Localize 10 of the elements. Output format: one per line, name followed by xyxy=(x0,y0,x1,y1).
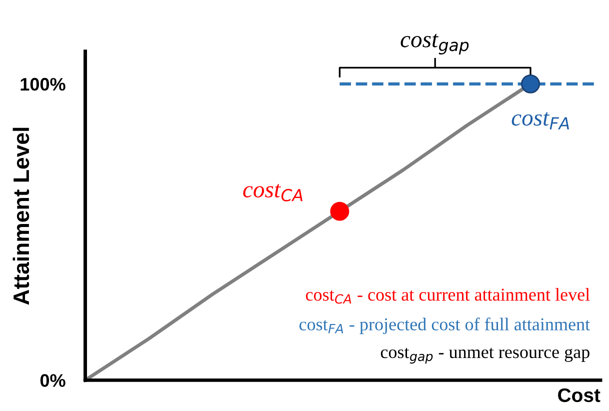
annotation: cost$_{FA}$ - projected cost of full attainment xyxy=(299,318,590,334)
y-axis-title: Attainment Level xyxy=(12,128,30,305)
annotation: cost$_{CA}$ - cost at current attainment level xyxy=(306,288,590,304)
annotation: cost$_{gap}$ xyxy=(400,34,469,54)
annotation: cost$_{FA}$ xyxy=(512,112,569,130)
annotation: cost$_{CA}$ xyxy=(243,184,302,202)
y-tick-label: 100% xyxy=(20,78,66,91)
annotation: cost$_{gap}$ - unmet resource gap xyxy=(380,348,590,364)
y-tick-label: 0% xyxy=(40,374,66,387)
x-axis-title: Cost xyxy=(558,388,600,402)
